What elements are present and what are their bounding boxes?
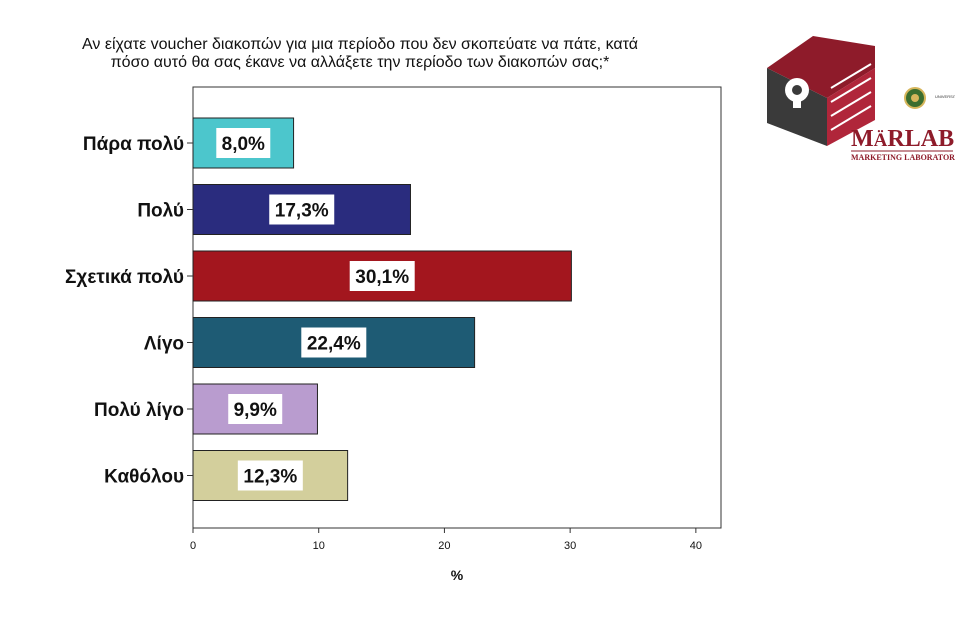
category-label: Πολύ λίγο [94, 400, 184, 421]
brand-subtitle: MARKETING LABORATORY [851, 153, 955, 162]
value-label: 9,9% [234, 400, 277, 421]
brand-accent: Ä [874, 130, 888, 151]
value-label: 17,3% [275, 201, 329, 222]
chart-title: Αν είχατε voucher διακοπών για μια περίο… [0, 36, 720, 72]
x-tick-label: 20 [438, 540, 450, 552]
category-label: Πολύ [137, 201, 184, 222]
value-label-box [237, 460, 303, 491]
x-tick-label: 30 [564, 540, 576, 552]
x-axis-title: % [451, 567, 464, 583]
seal-text: UNIVERSITY [935, 94, 955, 99]
university-seal-icon: UNIVERSITY [904, 87, 955, 109]
category-label: Λίγο [144, 334, 184, 355]
plot-area-frame [192, 86, 722, 529]
value-label: 8,0% [222, 134, 265, 155]
x-tick-label: 0 [190, 540, 196, 552]
value-label: 12,3% [243, 467, 297, 488]
bar-group: Πάρα πολύ 8,0% Πολύ 17,3% Σχετικά πολύ 30,1% Λ… [65, 117, 572, 501]
marlab-logo: UNIVERSITY MÄRLAB MARKETING LABORATORY [767, 36, 955, 162]
x-axis: 0 10 20 30 40 [190, 528, 702, 552]
category-label: Πάρα πολύ [83, 134, 184, 155]
value-label-box [301, 327, 367, 358]
value-label-box [216, 128, 271, 158]
value-label-box [228, 394, 283, 424]
chart-title-line-2: πόσο αυτό θα σας έκανε να αλλάξετε την π… [110, 54, 610, 71]
brand-name: MÄRLAB [851, 126, 954, 152]
lock-icon [767, 36, 875, 146]
brand-prefix: M [851, 126, 874, 152]
category-label: Σχετικά πολύ [65, 267, 184, 288]
value-label: 22,4% [307, 334, 361, 355]
value-label: 30,1% [355, 267, 409, 288]
category-label: Καθόλου [104, 467, 184, 488]
x-tick-label: 10 [313, 540, 325, 552]
chart-title-line-1: Αν είχατε voucher διακοπών για μια περίο… [82, 36, 638, 53]
value-label-box [269, 194, 335, 225]
value-label-box [349, 261, 415, 291]
x-tick-label: 40 [690, 540, 702, 552]
brand-suffix: RLAB [887, 126, 954, 152]
